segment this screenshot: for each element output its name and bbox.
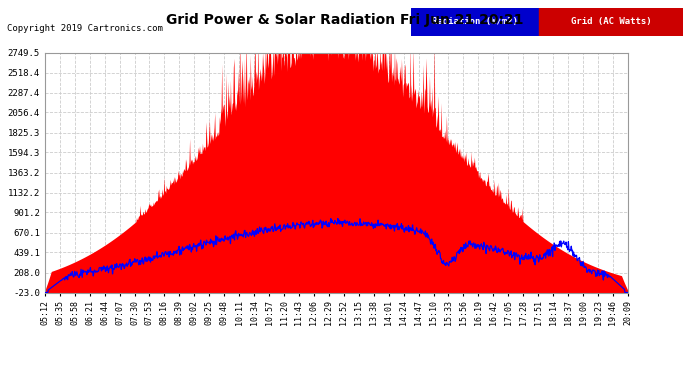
FancyBboxPatch shape [411, 8, 539, 36]
Text: Radiation (W/m2): Radiation (W/m2) [432, 17, 518, 26]
Text: Grid (AC Watts): Grid (AC Watts) [571, 17, 651, 26]
Text: Grid Power & Solar Radiation Fri Jun 21 20:21: Grid Power & Solar Radiation Fri Jun 21 … [166, 13, 524, 27]
FancyBboxPatch shape [539, 8, 683, 36]
Text: Copyright 2019 Cartronics.com: Copyright 2019 Cartronics.com [7, 24, 163, 33]
